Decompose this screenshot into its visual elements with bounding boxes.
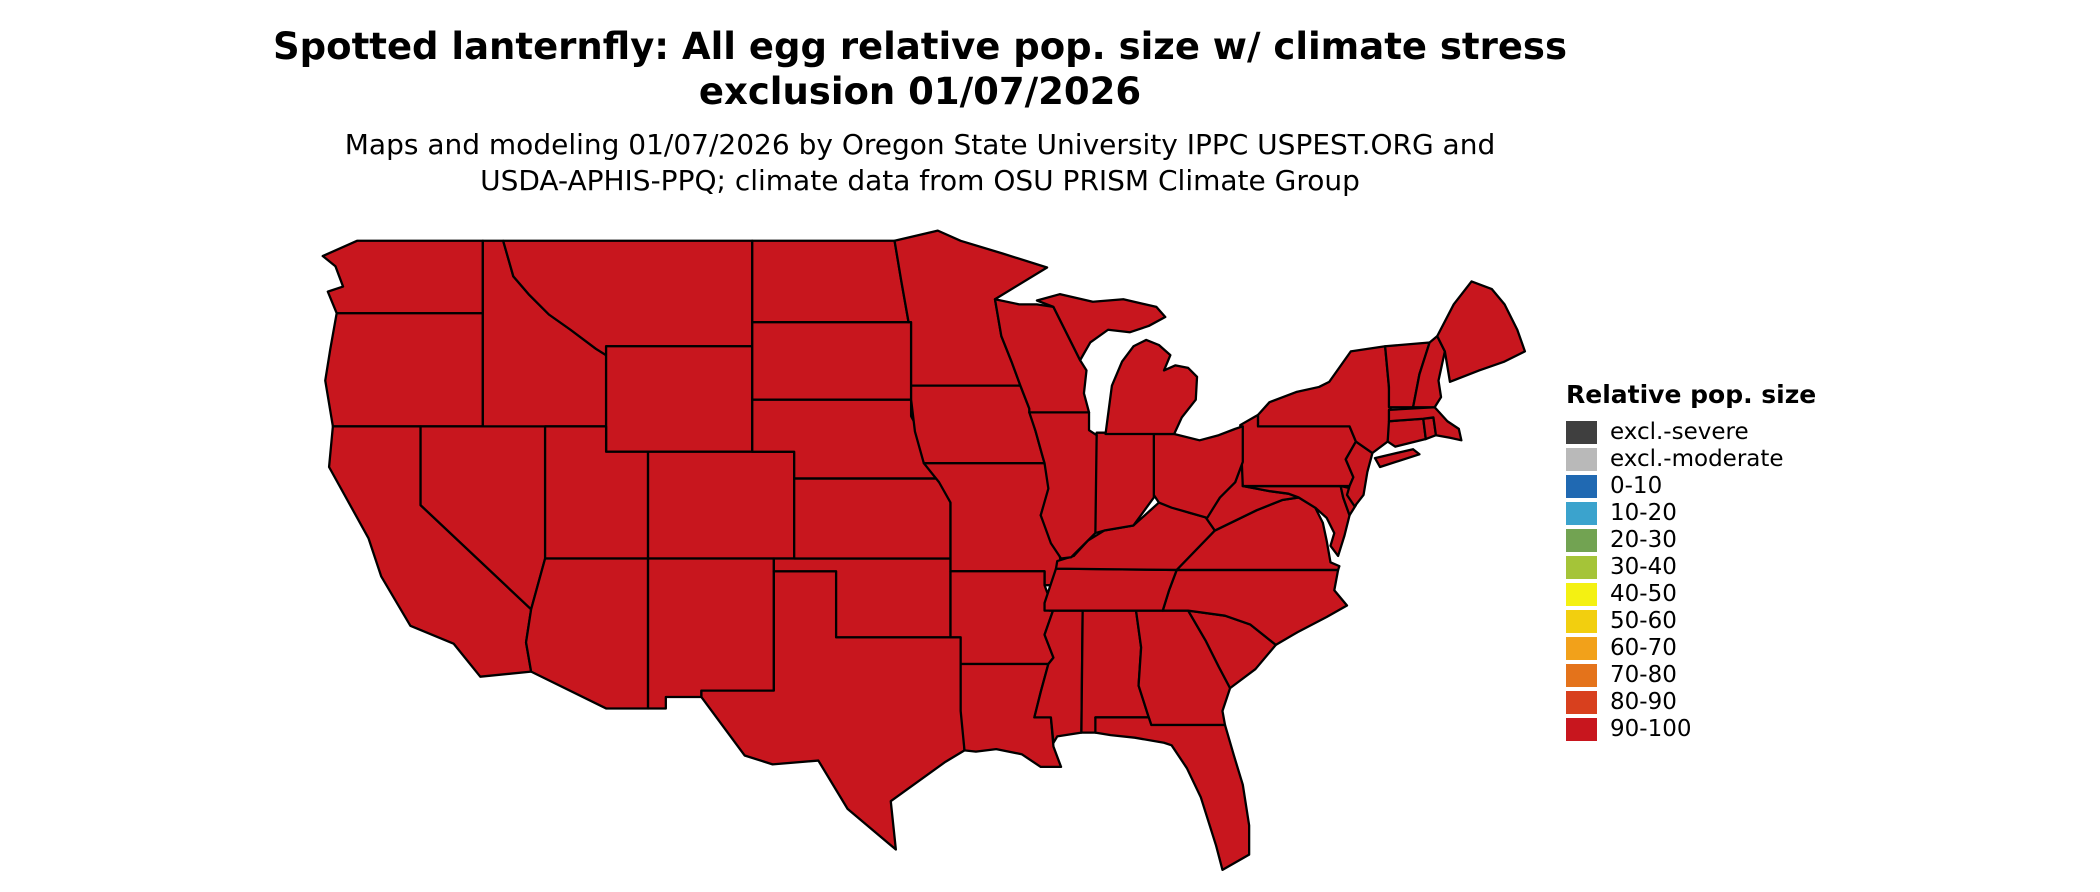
legend-item-label: 10-20 [1610,500,1677,526]
title-block: Spotted lanternfly: All egg relative pop… [0,24,1840,199]
state-north-dakota [751,239,910,324]
legend-title: Relative pop. size [1566,380,1817,409]
state-arizona [524,557,650,710]
legend-item-label: 70-80 [1610,662,1677,688]
legend-item: 30-40 [1566,554,1816,581]
legend-color-swatch [1566,475,1597,498]
state-arkansas [949,570,1055,666]
legend-item: 50-60 [1566,608,1816,635]
state-maine [1436,280,1527,383]
legend-item-label: 30-40 [1610,554,1677,580]
subtitle-block: Maps and modeling 01/07/2026 by Oregon S… [0,127,1840,199]
legend-color-swatch [1566,448,1597,471]
plot-title-line-2: exclusion 01/07/2026 [698,70,1142,113]
state-massachusetts [1387,406,1463,442]
legend-item: 60-70 [1566,635,1816,662]
state-connecticut [1386,417,1427,448]
state-washington [321,239,484,315]
legend-item: 80-90 [1566,689,1816,716]
state-long-island [1373,448,1421,469]
legend-item: 20-30 [1566,527,1816,554]
legend-item-label: 40-50 [1610,581,1677,607]
state-ohio [1152,425,1244,519]
state-new-mexico [646,557,775,710]
legend-color-swatch [1566,556,1597,579]
legend-item: 40-50 [1566,581,1816,608]
legend-item-label: 50-60 [1610,608,1677,634]
us-conus-map [321,229,1527,871]
legend-color-swatch [1566,421,1597,444]
legend-item: 70-80 [1566,662,1816,689]
state-illinois [1028,411,1098,560]
state-wyoming [604,345,754,453]
legend-item: 90-100 [1566,716,1816,743]
legend-item: 0-10 [1566,473,1816,500]
state-tennessee [1043,567,1178,612]
state-colorado [646,450,796,560]
legend-color-swatch [1566,610,1597,633]
legend-color-swatch [1566,637,1597,660]
legend-color-swatch [1566,502,1597,525]
legend-item-label: 90-100 [1610,716,1692,742]
legend-item-label: 20-30 [1610,527,1677,553]
state-michigan-upper-peninsula [1035,293,1167,362]
legend-color-swatch [1566,583,1597,606]
legend-item-label: 60-70 [1610,635,1677,661]
plot-subtitle-line-1: Maps and modeling 01/07/2026 by Oregon S… [344,128,1496,161]
legend-items: excl.-severe excl.-moderate 0-10 10-20 20-30… [1566,419,1816,743]
legend-color-swatch [1566,529,1597,552]
state-new-jersey [1344,440,1374,508]
legend-item: excl.-moderate [1566,446,1816,473]
states-group [321,229,1527,871]
legend-item-label: 0-10 [1610,473,1663,499]
legend-item: 10-20 [1566,500,1816,527]
state-michigan-lower-peninsula [1104,338,1199,436]
state-wisconsin [993,298,1091,414]
legend-item-label: 80-90 [1610,689,1677,715]
legend-item-label: excl.-severe [1610,419,1749,445]
state-kansas [793,477,952,560]
legend-color-swatch [1566,691,1597,714]
map-legend: Relative pop. size excl.-severe excl.-mod… [1566,380,1816,743]
legend-color-swatch [1566,664,1597,687]
plot-title-line-1: Spotted lanternfly: All egg relative pop… [273,25,1567,68]
state-south-dakota [751,320,913,401]
legend-item-label: excl.-moderate [1610,446,1784,472]
plot-subtitle-line-2: USDA-APHIS-PPQ; climate data from OSU PR… [480,164,1360,197]
state-florida [1094,716,1251,871]
legend-color-swatch [1566,718,1597,741]
state-oregon [324,312,484,428]
legend-item: excl.-severe [1566,419,1816,446]
